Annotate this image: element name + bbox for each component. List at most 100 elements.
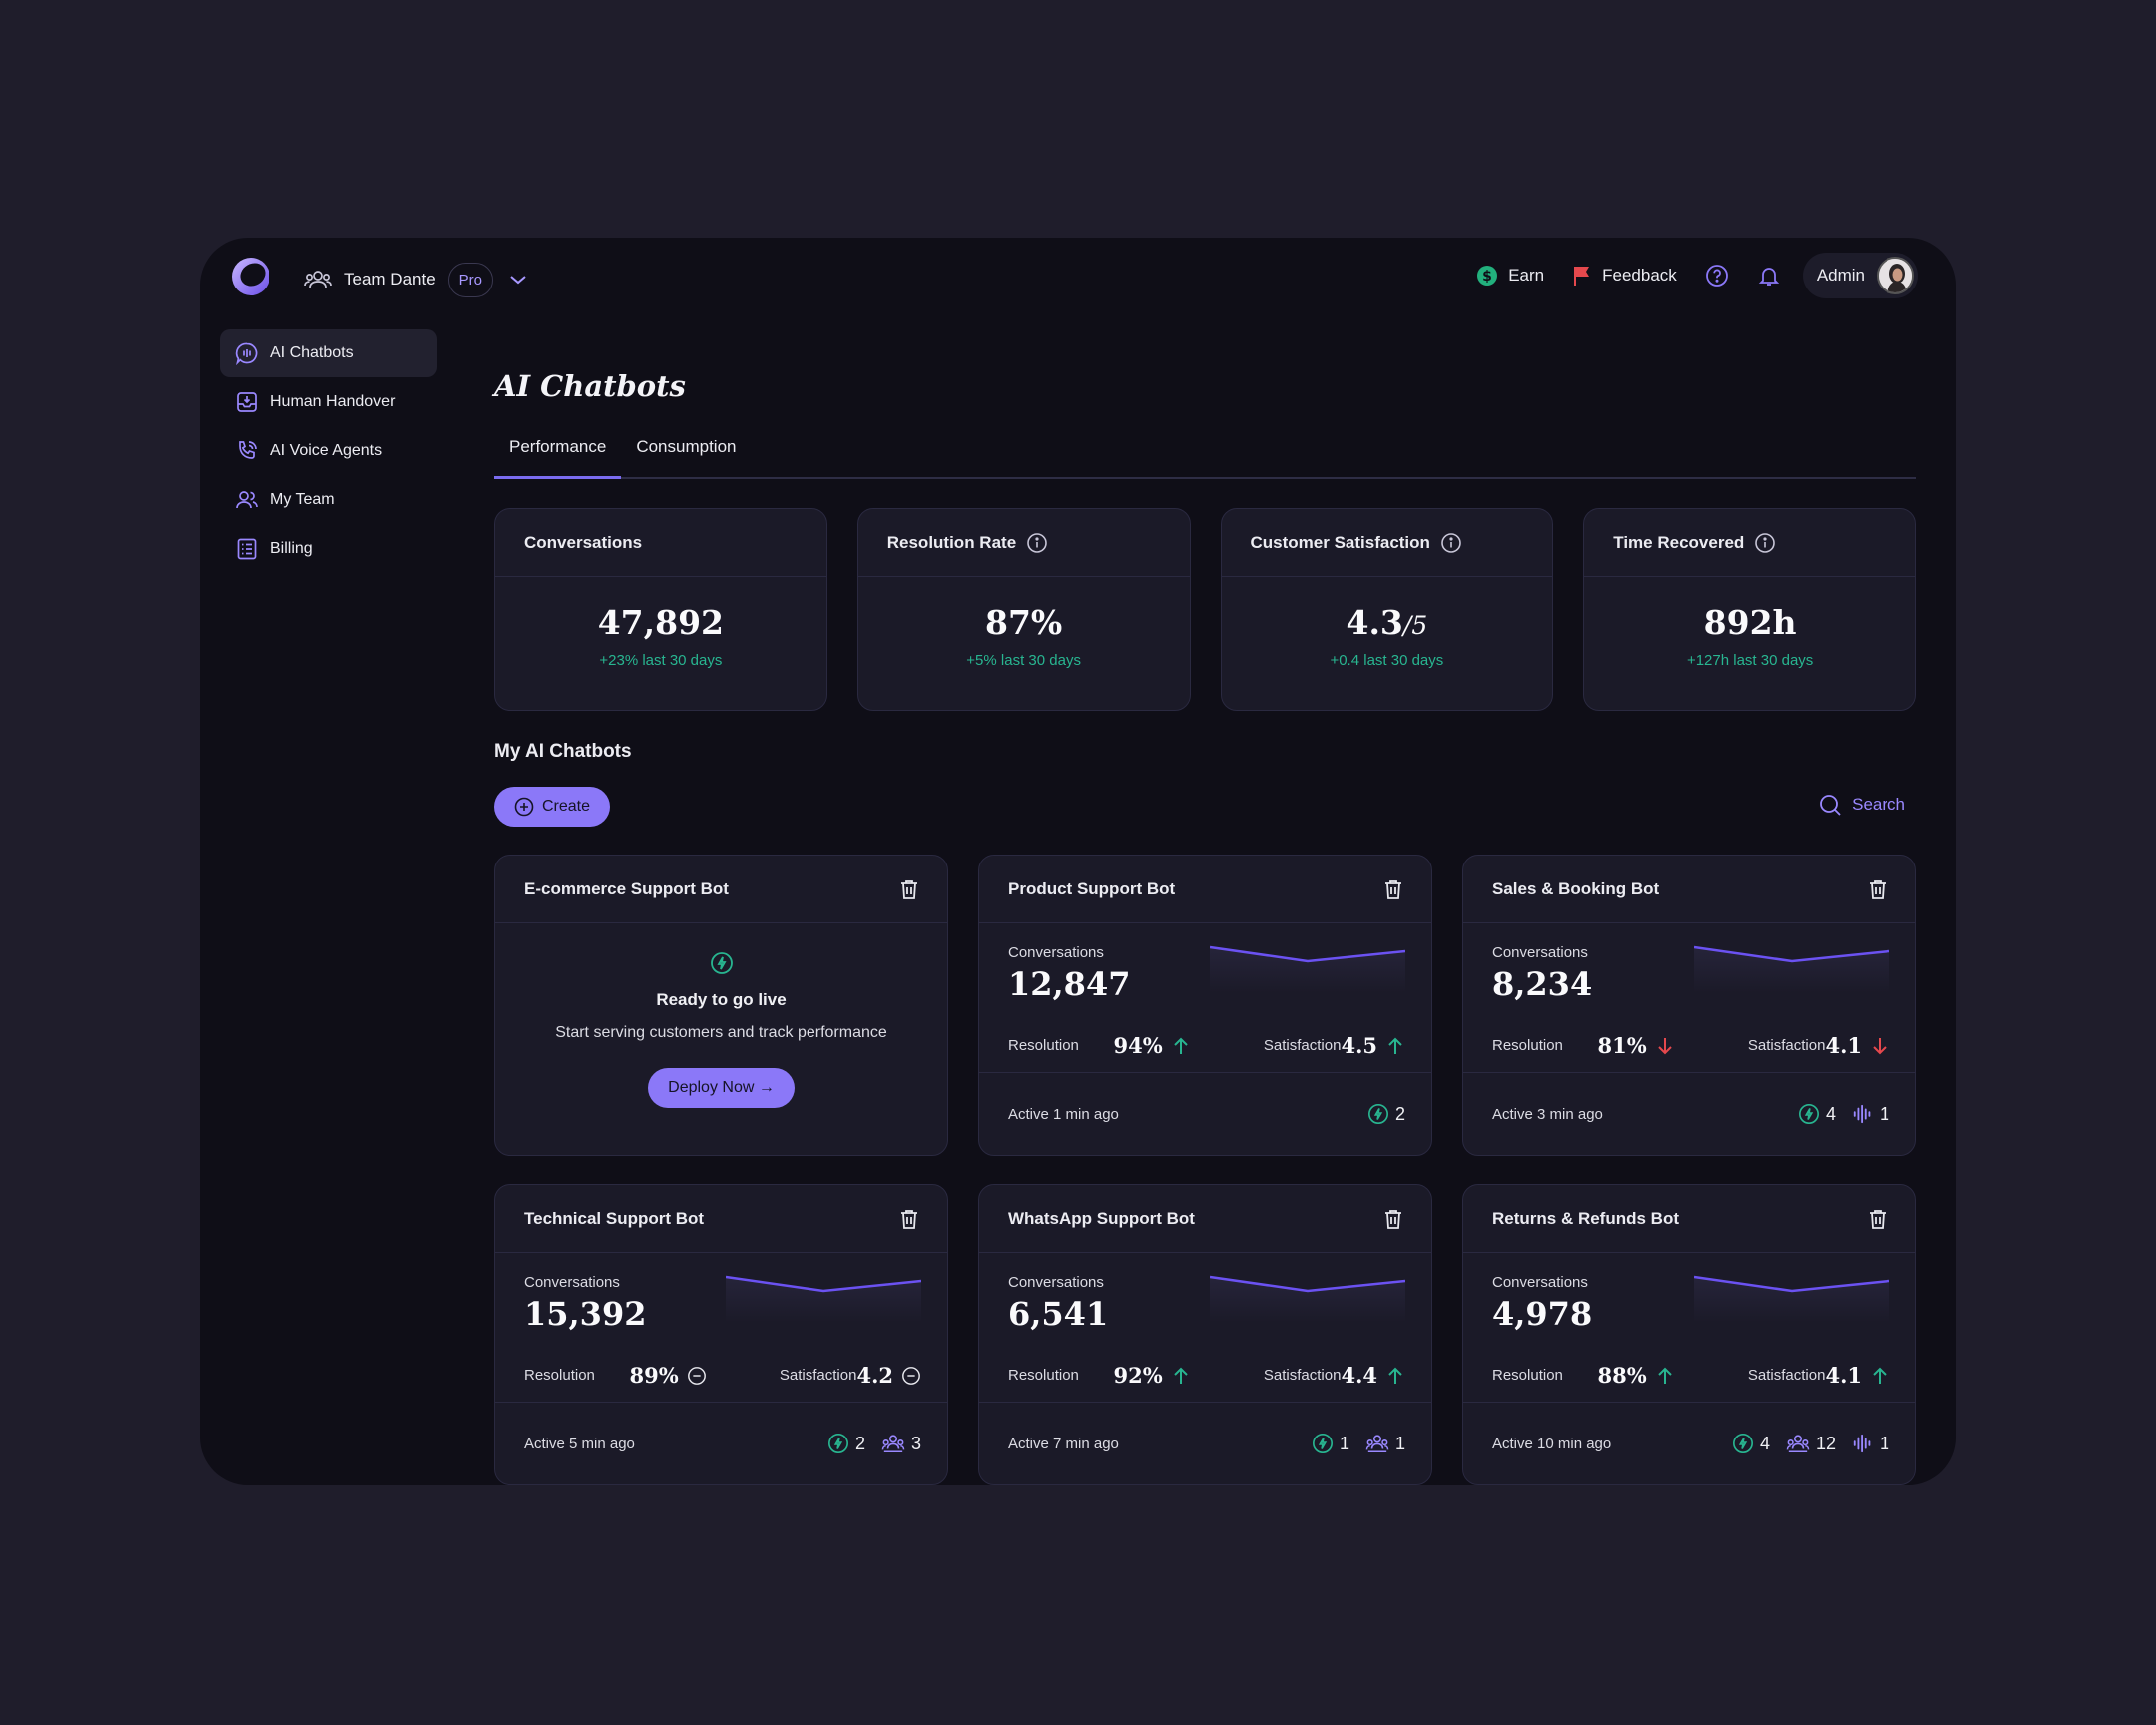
channel-badge: 1 [1312,1433,1349,1454]
trash-icon[interactable] [897,877,921,901]
chat-channel-icon [1732,1433,1754,1454]
channel-badge: 12 [1786,1433,1836,1454]
sidebar-item-ai-chatbots[interactable]: AI Chatbots [220,329,437,377]
conversations-label: Conversations [1008,1274,1104,1291]
info-icon[interactable] [1026,532,1048,554]
team-switcher[interactable]: Team Dante Pro [304,260,531,299]
app-window: Team Dante Pro $ Earn Feedback [200,238,1956,1485]
arrow-up-icon [1385,1036,1405,1056]
conversations-value: 15,392 [524,1295,647,1333]
satisfaction-group: 4.1 [1825,1363,1889,1388]
earn-label: Earn [1508,266,1545,285]
stat-body: 87% +5% last 30 days [858,577,1190,669]
stat-label: Customer Satisfaction [1250,532,1430,552]
bot-header: Returns & Refunds Bot [1463,1185,1915,1253]
conversations-value: 8,234 [1492,965,1593,1003]
satisfaction-label: Satisfaction [1263,1037,1342,1054]
stats-row: Conversations 47,892 +23% last 30 days R… [494,508,1916,711]
stat-label: Time Recovered [1613,532,1745,552]
bot-card[interactable]: Technical Support Bot Conversations 15,392… [494,1184,948,1485]
voice-channel-icon [1852,1433,1874,1454]
info-icon[interactable] [1440,532,1462,554]
tab-performance[interactable]: Performance [494,429,622,479]
sidebar-item-billing[interactable]: Billing [220,525,437,573]
sparkline [1210,1275,1405,1323]
stat-value-number: 47,892 [597,603,725,642]
bot-footer: Active 1 min ago 2 [979,1073,1431,1155]
chevron-down-icon[interactable] [505,267,531,292]
bot-card[interactable]: Product Support Bot Conversations 12,847 Re… [978,855,1432,1156]
help-icon [1705,264,1729,288]
bot-card[interactable]: Sales & Booking Bot Conversations 8,234 Res… [1462,855,1916,1156]
sidebar: AI Chatbots Human Handover AI Voice Agen… [220,329,437,574]
app-logo[interactable] [230,256,271,297]
arrow-up-icon [1655,1366,1675,1386]
stat-label: Resolution Rate [886,532,1017,552]
top-bar: Team Dante Pro $ Earn Feedback [200,238,1956,317]
chat-channel-icon [1798,1103,1820,1125]
resolution-value: 94% [1113,1033,1163,1058]
trash-icon[interactable] [1866,877,1889,901]
channel-badges: 4 12 1 [1732,1433,1889,1454]
satisfaction-label: Satisfaction [779,1367,857,1384]
resolution-label: Resolution [524,1367,595,1384]
satisfaction-value: 4.2 [856,1363,893,1388]
trash-icon[interactable] [1866,1207,1889,1231]
earn-button[interactable]: $ Earn [1476,265,1544,287]
trash-icon[interactable] [897,1207,921,1231]
search-button[interactable]: Search [1818,793,1905,817]
notifications-button[interactable] [1757,264,1781,288]
bot-footer: Active 5 min ago 2 3 [495,1403,947,1484]
page-title: AI Chatbots [494,369,686,403]
bot-name: Sales & Booking Bot [1492,878,1660,898]
deploy-now-button[interactable]: Deploy Now → [648,1068,795,1108]
sidebar-item-human-handover[interactable]: Human Handover [220,378,437,426]
admin-menu[interactable]: Admin [1802,253,1918,298]
arrow-up-icon [1171,1366,1191,1386]
voice-channel-icon [1852,1103,1874,1125]
help-button[interactable] [1705,264,1729,288]
trash-icon[interactable] [1381,877,1405,901]
stat-delta: +127h last 30 days [1686,652,1814,669]
channel-count: 4 [1825,1103,1836,1124]
minus-circle-icon [901,1366,921,1386]
tab-consumption[interactable]: Consumption [636,437,737,456]
bot-name: E-commerce Support Bot [524,878,729,898]
channel-badge: 3 [881,1433,921,1454]
admin-label: Admin [1816,266,1865,285]
satisfaction-group: 4.2 [856,1363,921,1388]
bot-header: E-commerce Support Bot [495,856,947,923]
stat-header: Customer Satisfaction [1221,509,1553,577]
bot-name: Returns & Refunds Bot [1492,1208,1679,1228]
arrow-down-icon [1655,1036,1675,1056]
bot-card[interactable]: WhatsApp Support Bot Conversations 6,541 Re… [978,1184,1432,1485]
stat-body: 47,892 +23% last 30 days [495,577,826,669]
last-active: Active 5 min ago [524,1435,635,1452]
chatbot-icon [235,341,259,365]
stat-delta: +23% last 30 days [599,652,723,669]
chat-channel-icon [1367,1103,1389,1125]
metric-row: Resolution 89% Satisfaction 4.2 [524,1363,921,1388]
arrow-up-icon [1171,1036,1191,1056]
satisfaction-label: Satisfaction [1747,1037,1826,1054]
sparkline [1694,945,1889,993]
create-button[interactable]: Create [494,787,610,827]
channel-count: 12 [1815,1433,1836,1453]
sidebar-item-my-team[interactable]: My Team [220,476,437,524]
stat-value-suffix: /5 [1402,611,1428,640]
bot-header: WhatsApp Support Bot [979,1185,1431,1253]
sparkline [1694,1275,1889,1323]
bot-name: WhatsApp Support Bot [1008,1208,1195,1228]
sparkline [726,1275,921,1323]
stat-value: 4.3/5 [1222,603,1553,642]
bot-card[interactable]: Returns & Refunds Bot Conversations 4,978 R… [1462,1184,1916,1485]
info-icon[interactable] [1754,532,1776,554]
feedback-button[interactable]: Feedback [1572,265,1677,287]
dollar-icon: $ [1476,265,1498,287]
bot-card[interactable]: E-commerce Support Bot Ready to go live … [494,855,948,1156]
trash-icon[interactable] [1381,1207,1405,1231]
resolution-label: Resolution [1008,1367,1079,1384]
conversations-label: Conversations [1008,944,1104,961]
resolution-value: 88% [1597,1363,1647,1388]
sidebar-item-ai-voice-agents[interactable]: AI Voice Agents [220,427,437,475]
